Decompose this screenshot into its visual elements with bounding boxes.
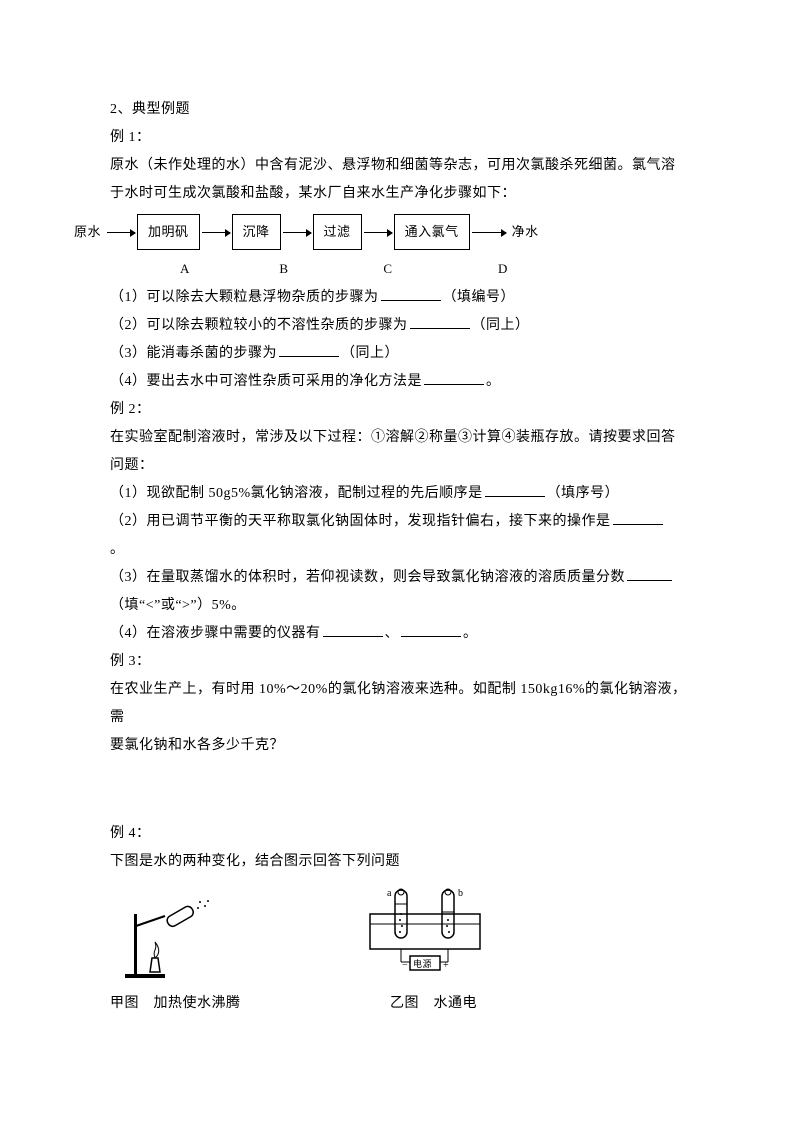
example3-l1: 在农业生产上，有时用 10%～20%的氯化钠溶液来选种。如配制 150kg16%…	[110, 676, 690, 732]
document-page: 2、典型例题 例 1： 原水（未作处理的水）中含有泥沙、悬浮物和细菌等杂志，可用…	[0, 0, 800, 1132]
flow-box-c: 过滤	[313, 214, 362, 250]
example2-q3-end: （填“<”或“>”）5%。	[110, 592, 690, 620]
blank-field[interactable]	[381, 286, 441, 301]
example3-heading: 例 3：	[110, 648, 690, 676]
flow-label-a: A	[140, 256, 230, 282]
flow-label-c: C	[338, 256, 438, 282]
blank-field[interactable]	[323, 622, 383, 637]
blank-field[interactable]	[485, 482, 545, 497]
label-b: b	[458, 888, 464, 899]
flow-diagram: 原水 加明矾 沉降 过滤 通入氯气 净水 A B C D	[110, 214, 690, 282]
flow-right-label: 净水	[508, 219, 543, 245]
example2-q2-end: 。	[110, 536, 690, 564]
example1-intro-1: 原水（未作处理的水）中含有泥沙、悬浮物和细菌等杂志，可用次氯酸杀死细菌。氯气溶	[110, 152, 690, 180]
arrow-icon	[283, 232, 311, 233]
example2-q2: （2）用已调节平衡的天平称取氯化钠固体时，发现指针偏右，接下来的操作是	[110, 508, 690, 536]
blank-field[interactable]	[279, 342, 339, 357]
label-a: a	[387, 888, 392, 899]
example2-intro-1: 在实验室配制溶液时，常涉及以下过程：①溶解②称量③计算④装瓶存放。请按要求回答	[110, 424, 690, 452]
example3-l2: 要氯化钠和水各多少千克？	[110, 732, 690, 760]
example1-q4: （4）要出去水中可溶性杂质可采用的净化方法是。	[110, 368, 690, 396]
flow-box-d: 通入氯气	[394, 214, 470, 250]
example2-intro-2: 问题：	[110, 452, 690, 480]
figure-caption-2: 乙图 水通电	[390, 990, 590, 1018]
example2-heading: 例 2：	[110, 396, 690, 424]
figure-row: a b 电源 − +	[110, 884, 690, 984]
flow-box-b: 沉降	[232, 214, 281, 250]
example1-heading: 例 1：	[110, 124, 690, 152]
blank-field[interactable]	[627, 566, 672, 581]
power-label: 电源	[413, 958, 432, 969]
svg-text:+: +	[443, 960, 449, 971]
flow-label-b: B	[230, 256, 338, 282]
example1-q2: （2）可以除去颗粒较小的不溶性杂质的步骤为（同上）	[110, 312, 690, 340]
example1-q1: （1）可以除去大颗粒悬浮物杂质的步骤为（填编号）	[110, 284, 690, 312]
flow-label-d: D	[438, 256, 568, 282]
arrow-icon	[202, 232, 230, 233]
figure-caption-1: 甲图 加热使水沸腾	[110, 990, 290, 1018]
arrow-icon	[364, 232, 392, 233]
flow-box-a: 加明矾	[137, 214, 200, 250]
example2-q4: （4）在溶液步骤中需要的仪器有、。	[110, 620, 690, 648]
svg-text:−: −	[402, 960, 408, 971]
caption-row: 甲图 加热使水沸腾 乙图 水通电	[110, 990, 690, 1018]
example2-q3: （3）在量取蒸馏水的体积时，若仰视读数，则会导致氯化钠溶液的溶质质量分数	[110, 564, 690, 592]
figure-heating-icon	[110, 894, 230, 984]
example4-heading: 例 4：	[110, 820, 690, 848]
example1-intro-2: 于水时可生成次氯酸和盐酸，某水厂自来水生产净化步骤如下：	[110, 180, 690, 208]
section-title: 2、典型例题	[110, 96, 690, 124]
example2-q1: （1）现欲配制 50g5%氯化钠溶液，配制过程的先后顺序是（填序号）	[110, 480, 690, 508]
blank-field[interactable]	[401, 622, 461, 637]
blank-field[interactable]	[613, 510, 663, 525]
arrow-icon	[107, 232, 135, 233]
blank-field[interactable]	[410, 314, 470, 329]
flow-left-label: 原水	[70, 219, 105, 245]
arrow-icon	[472, 232, 506, 233]
example1-q3: （3）能消毒杀菌的步骤为（同上）	[110, 340, 690, 368]
figure-electrolysis-icon: a b 电源 − +	[350, 884, 510, 984]
example4-intro: 下图是水的两种变化，结合图示回答下列问题	[110, 848, 690, 876]
blank-field[interactable]	[424, 370, 484, 385]
